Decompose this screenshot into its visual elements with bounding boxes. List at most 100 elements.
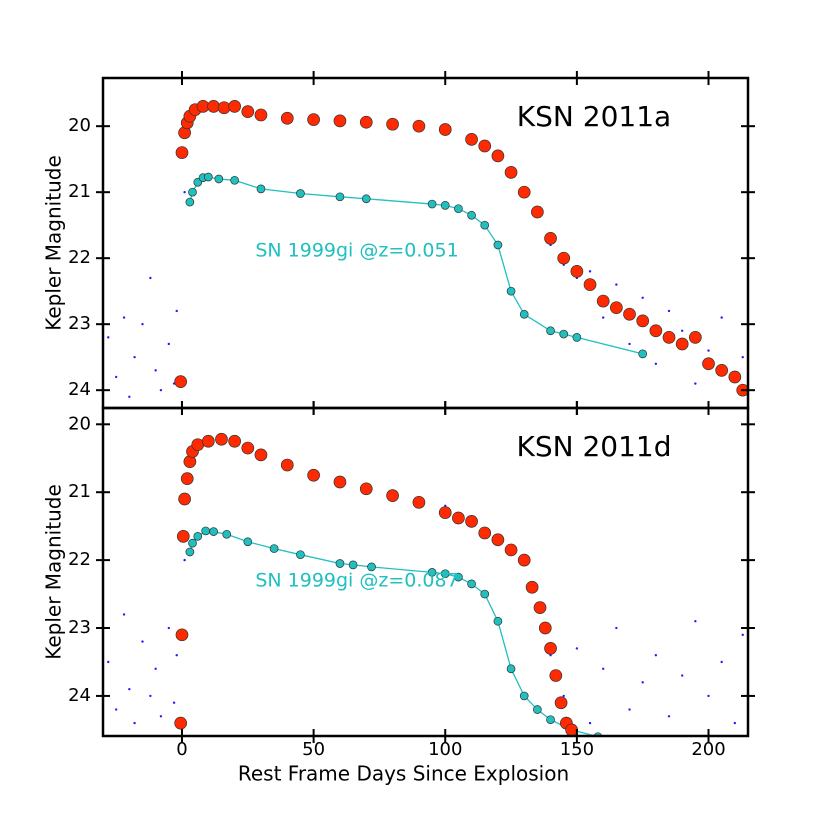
data-point bbox=[201, 526, 211, 536]
y-tick-label: 20 bbox=[68, 115, 91, 136]
y-tick-label: 24 bbox=[68, 379, 91, 400]
data-point bbox=[715, 364, 729, 377]
data-point bbox=[662, 331, 676, 344]
x-axis-label: Rest Frame Days Since Explosion bbox=[238, 762, 569, 786]
y-axis-label: Kepler Magnitude bbox=[42, 155, 66, 331]
data-point bbox=[174, 375, 188, 388]
data-point bbox=[412, 119, 426, 133]
data-point bbox=[636, 314, 650, 328]
data-point bbox=[628, 342, 631, 346]
data-point bbox=[478, 139, 492, 153]
y-tick-label: 21 bbox=[68, 481, 91, 502]
data-point bbox=[254, 448, 268, 462]
data-point bbox=[107, 336, 110, 339]
y-tick-label: 22 bbox=[68, 247, 91, 268]
data-point bbox=[180, 472, 194, 485]
data-point bbox=[583, 278, 597, 291]
x-tick-label: 150 bbox=[560, 739, 594, 760]
data-point bbox=[412, 496, 426, 509]
data-point bbox=[667, 309, 671, 313]
y-tick-label: 22 bbox=[68, 549, 91, 570]
data-point bbox=[183, 190, 186, 194]
data-point bbox=[167, 626, 171, 630]
data-point bbox=[174, 716, 188, 730]
annotation: SN 1999gi @z=0.087 bbox=[255, 570, 458, 592]
data-point bbox=[141, 640, 144, 643]
data-point bbox=[602, 667, 605, 670]
data-point bbox=[610, 301, 623, 315]
data-point bbox=[733, 721, 737, 725]
data-point bbox=[546, 715, 555, 725]
data-point bbox=[641, 681, 644, 684]
data-point bbox=[128, 687, 131, 691]
data-point bbox=[707, 349, 710, 352]
data-point bbox=[333, 114, 347, 128]
data-point bbox=[720, 660, 723, 664]
data-point bbox=[557, 251, 571, 265]
data-point bbox=[243, 537, 253, 547]
data-point bbox=[702, 357, 715, 371]
data-point bbox=[707, 694, 710, 698]
data-point bbox=[154, 369, 157, 372]
annotation: KSN 2011a bbox=[517, 100, 671, 133]
data-point bbox=[596, 294, 610, 308]
data-point bbox=[201, 434, 215, 448]
data-point bbox=[214, 174, 224, 184]
data-point bbox=[154, 667, 157, 670]
data-point bbox=[172, 701, 176, 704]
y-tick-label: 20 bbox=[68, 413, 91, 434]
data-point bbox=[654, 653, 658, 657]
data-point bbox=[465, 133, 478, 146]
data-point bbox=[254, 108, 268, 122]
x-tick-label: 50 bbox=[302, 739, 325, 760]
data-point bbox=[525, 580, 539, 594]
data-point bbox=[359, 482, 373, 496]
data-point bbox=[133, 355, 136, 359]
data-point bbox=[533, 601, 547, 615]
data-point bbox=[465, 515, 478, 528]
data-point bbox=[554, 696, 568, 710]
data-point bbox=[176, 529, 190, 543]
data-point bbox=[615, 283, 618, 286]
data-point bbox=[467, 579, 476, 589]
data-point bbox=[623, 307, 636, 321]
data-point bbox=[741, 355, 744, 359]
data-point bbox=[493, 240, 503, 250]
data-point bbox=[572, 333, 582, 342]
data-point bbox=[741, 633, 744, 637]
data-point bbox=[504, 543, 518, 557]
data-point bbox=[386, 117, 399, 131]
data-point bbox=[335, 192, 345, 202]
data-point bbox=[280, 458, 294, 472]
data-point bbox=[149, 694, 152, 698]
annotation: KSN 2011d bbox=[516, 430, 671, 463]
y-tick-label: 23 bbox=[68, 617, 91, 638]
data-point bbox=[454, 572, 463, 582]
data-point bbox=[427, 567, 437, 577]
data-point bbox=[386, 489, 399, 502]
data-point bbox=[114, 375, 118, 379]
data-point bbox=[628, 708, 631, 711]
data-point bbox=[452, 511, 465, 525]
x-tick-label: 0 bbox=[176, 739, 187, 760]
data-point bbox=[307, 113, 320, 126]
data-point bbox=[680, 674, 684, 677]
data-point bbox=[538, 621, 552, 635]
data-point bbox=[175, 653, 178, 657]
data-point bbox=[588, 721, 592, 725]
data-point bbox=[480, 220, 490, 230]
data-point bbox=[615, 626, 618, 630]
data-point bbox=[517, 553, 531, 567]
data-point bbox=[667, 715, 671, 718]
annotation: SN 1999gi @z=0.051 bbox=[255, 240, 458, 262]
data-point bbox=[159, 388, 163, 392]
plot-area bbox=[107, 432, 744, 736]
data-point bbox=[307, 468, 320, 482]
data-point bbox=[493, 616, 503, 626]
data-point bbox=[230, 175, 239, 185]
data-point bbox=[694, 620, 697, 623]
data-point bbox=[519, 309, 529, 319]
data-point bbox=[478, 526, 492, 540]
data-point bbox=[728, 370, 742, 384]
